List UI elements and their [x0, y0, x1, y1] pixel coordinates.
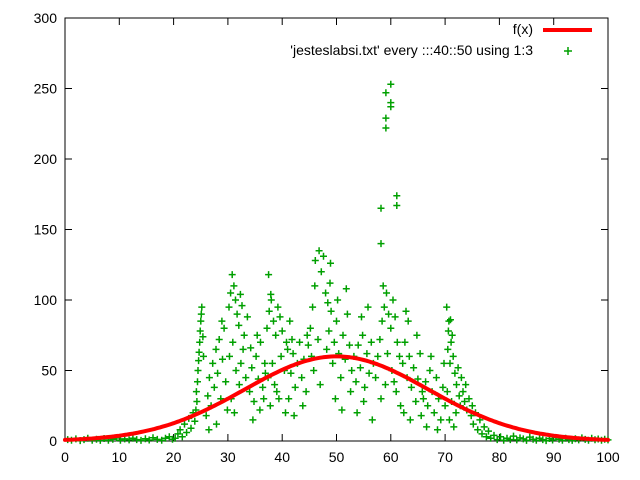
data-points — [64, 80, 612, 445]
x-tick-label: 100 — [596, 449, 620, 465]
legend: f(x) 'jesteslabsi.txt' every :::40::50 u… — [290, 21, 592, 58]
y-tick-label: 0 — [49, 433, 57, 449]
fx-curve-line — [63, 354, 610, 442]
y-tick-label: 100 — [34, 292, 58, 308]
y-tick-label: 150 — [34, 222, 58, 238]
y-tick-label: 250 — [34, 81, 58, 97]
x-tick-label: 90 — [546, 449, 562, 465]
scatter-series — [64, 80, 612, 445]
x-tick-label: 50 — [329, 449, 345, 465]
x-tick-label: 20 — [166, 449, 182, 465]
legend-fx-label: f(x) — [513, 21, 533, 37]
legend-datafile-label: 'jesteslabsi.txt' every :::40::50 using … — [290, 42, 533, 58]
x-tick-label: 80 — [492, 449, 508, 465]
legend-plus-marker-sample — [564, 47, 572, 55]
x-tick-label: 40 — [274, 449, 290, 465]
x-tick-label: 0 — [61, 449, 69, 465]
axis-ticks: 0 10 20 30 40 50 60 70 80 90 100 0 50 100 150 200 250 300 — [34, 10, 620, 465]
fx-curve — [63, 354, 610, 442]
y-tick-label: 50 — [41, 363, 57, 379]
x-tick-label: 30 — [220, 449, 236, 465]
x-tick-label: 70 — [437, 449, 453, 465]
x-tick-label: 10 — [112, 449, 128, 465]
y-tick-label: 300 — [34, 10, 58, 26]
x-tick-label: 60 — [383, 449, 399, 465]
y-tick-label: 200 — [34, 151, 58, 167]
plot-border — [64, 17, 609, 442]
